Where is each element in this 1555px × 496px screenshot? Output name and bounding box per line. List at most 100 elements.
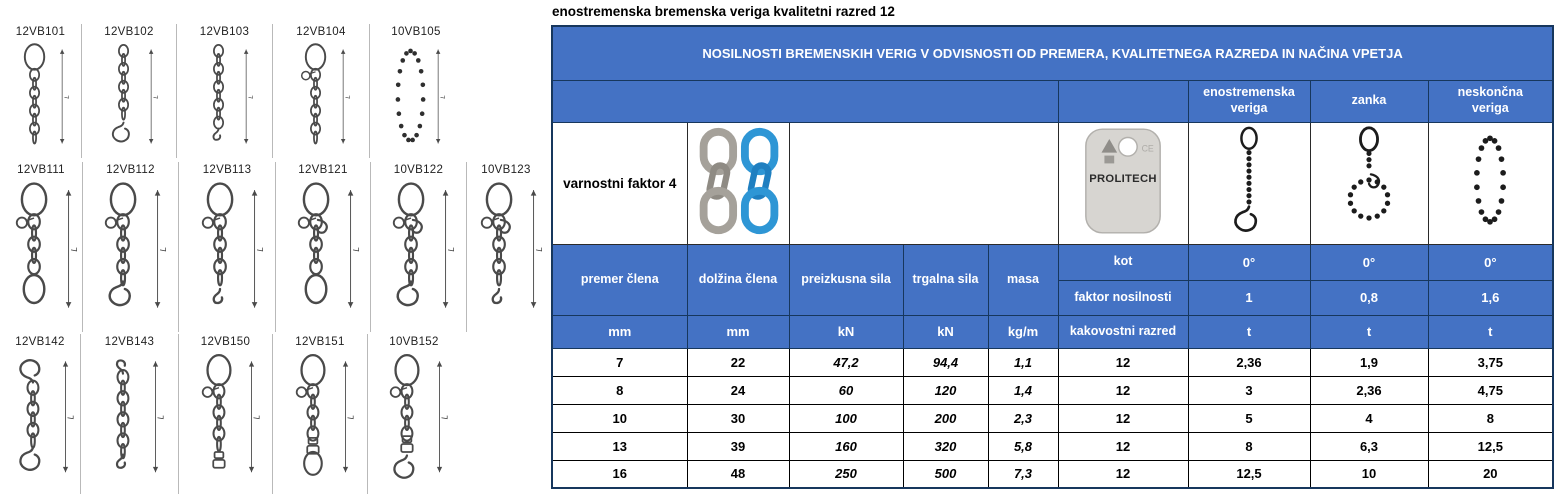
factor-value: 0,8	[1309, 279, 1429, 316]
angle-value: 0°	[1309, 243, 1429, 281]
product-code: 12VB150	[200, 336, 251, 348]
capacity-table-panel: enostremenska bremenska veriga kvalitetn…	[551, 0, 1555, 489]
table-cell: 12	[1057, 375, 1189, 405]
diagram-10VB123: 10VB123 L	[467, 162, 545, 332]
table-cell: 4,75	[1427, 375, 1554, 405]
unit-kgm: kg/m	[987, 314, 1059, 349]
table-cell: 48	[686, 459, 790, 489]
svg-text:L: L	[248, 95, 255, 99]
diagram-12VB121: 12VB121 L	[276, 162, 371, 332]
svg-text:L: L	[66, 415, 75, 419]
svg-text:L: L	[533, 247, 543, 252]
product-code: 12VB143	[104, 336, 155, 348]
table-row: 10 30 100 200 2,3 12 5 4 8	[551, 403, 1554, 433]
diagram-12VB101: 12VB101 L	[0, 24, 82, 158]
table-cell: 8	[551, 375, 688, 405]
product-code: 12VB142	[15, 336, 65, 348]
table-cell: 2,36	[1309, 375, 1429, 405]
endless-image-cell	[1427, 121, 1554, 245]
svg-text:L: L	[252, 415, 261, 419]
single-leg-chain-sling-icon	[1190, 125, 1309, 242]
sling-chain-hook-icon: L	[77, 38, 182, 151]
product-code: 10VB152	[389, 336, 439, 348]
diagram-12VB111: 12VB111 L	[0, 162, 83, 332]
unit-mm: mm	[686, 314, 790, 349]
sling-type-header-choker: zanka	[1309, 79, 1429, 123]
svg-text:L: L	[439, 95, 446, 99]
table-cell: 12,5	[1187, 459, 1311, 489]
table-cell: 47,2	[788, 347, 904, 377]
diagram-row: 12VB101 L 12VB102 L 12VB103 L 12VB104 L 10VB105 L	[0, 24, 462, 158]
table-main-header: NOSILNOSTI BREMENSKIH VERIG V ODVISNOSTI…	[551, 25, 1554, 81]
svg-text:L: L	[346, 415, 355, 419]
table-cell: 12	[1057, 431, 1189, 461]
table-cell: 200	[902, 403, 989, 433]
table-cell: 7,3	[987, 459, 1059, 489]
diagram-12VB113: 12VB113 L	[179, 162, 276, 332]
col-header-diameter: premer člena	[551, 243, 688, 316]
product-code: 10VB123	[481, 164, 531, 176]
table-cell: 10	[1309, 459, 1429, 489]
table-cell: 100	[788, 403, 904, 433]
table-cell: 94,4	[902, 347, 989, 377]
sling-chain-grab-hook-icon: L	[172, 38, 277, 151]
unit-kn: kN	[902, 314, 989, 349]
svg-text:L: L	[158, 247, 168, 252]
table-cell: 60	[788, 375, 904, 405]
header-spacer	[1057, 79, 1189, 123]
sling-type-header-single: enostremenska veriga	[1187, 79, 1311, 123]
diagram-12VB150: 12VB150 L	[179, 334, 273, 494]
diagram-12VB151: 12VB151 L	[273, 334, 368, 494]
id-tag-icon: CE PROLITECH	[1060, 125, 1187, 242]
sling-oval-chain-hook-icon: L	[69, 176, 192, 317]
table-cell: 20	[1427, 459, 1554, 489]
table-cell: 320	[902, 431, 989, 461]
sling-hook-chain-hook-icon: L	[0, 348, 99, 481]
svg-text:L: L	[344, 95, 351, 99]
grade-row-label: kakovostni razred	[1057, 314, 1189, 349]
sling-type-header-endless: neskončna veriga	[1427, 79, 1554, 123]
chain-diagrams-panel: 12VB101 L 12VB102 L 12VB103 L 12VB104 L 10VB105 L…	[0, 0, 551, 496]
id-tag-cell: CE PROLITECH	[1057, 121, 1189, 245]
unit-mm: mm	[551, 314, 688, 349]
table-cell: 12	[1057, 403, 1189, 433]
table-cell: 30	[686, 403, 790, 433]
table-cell: 7	[551, 347, 688, 377]
sling-oval-shortener-chain-oval-icon: L	[262, 176, 385, 317]
table-cell: 12,5	[1427, 431, 1554, 461]
product-code: 10VB122	[393, 164, 444, 176]
svg-text:PROLITECH: PROLITECH	[1089, 172, 1157, 184]
sling-oval-chain-swivel-oval-icon: L	[261, 348, 379, 481]
grade-unit: t	[1187, 314, 1311, 349]
col-header-mass: masa	[987, 243, 1059, 316]
svg-text:L: L	[64, 95, 71, 99]
product-code: 12VB102	[104, 26, 154, 38]
choker-loop-chain-icon	[1312, 125, 1427, 242]
diagram-12VB112: 12VB112 L	[83, 162, 179, 332]
angle-value: 0°	[1427, 243, 1554, 281]
choker-image-cell	[1309, 121, 1429, 245]
table-cell: 2,3	[987, 403, 1059, 433]
diagram-12VB143: 12VB143 L	[81, 334, 179, 494]
sling-oval-chain-oval-icon: L	[0, 176, 103, 317]
sling-grab-chain-grab-icon: L	[71, 348, 189, 481]
product-code: 12VB101	[15, 26, 66, 38]
endless-chain-loop-icon: L	[364, 38, 469, 151]
sling-oval-chain-swivel-icon: L	[167, 348, 285, 481]
table-cell: 10	[551, 403, 688, 433]
table-cell: 1,4	[987, 375, 1059, 405]
product-code: 12VB121	[298, 164, 348, 176]
table-cell: 12	[1057, 459, 1189, 489]
angle-row-label: kot	[1057, 243, 1189, 281]
diagram-10VB122: 10VB122 L	[371, 162, 467, 332]
diagram-row: 12VB111 L 12VB112 L 12VB113 L 12VB121 L 10VB122 L…	[0, 162, 545, 332]
diagram-10VB152: 10VB152 L	[368, 334, 460, 494]
product-code: 12VB151	[295, 336, 345, 348]
gray-and-blue-chain-links-icon	[689, 124, 788, 243]
svg-text:L: L	[254, 247, 264, 252]
table-cell: 5,8	[987, 431, 1059, 461]
table-cell: 500	[902, 459, 989, 489]
table-cell: 1,1	[987, 347, 1059, 377]
header-spacer	[551, 79, 1059, 123]
table-cell: 39	[686, 431, 790, 461]
